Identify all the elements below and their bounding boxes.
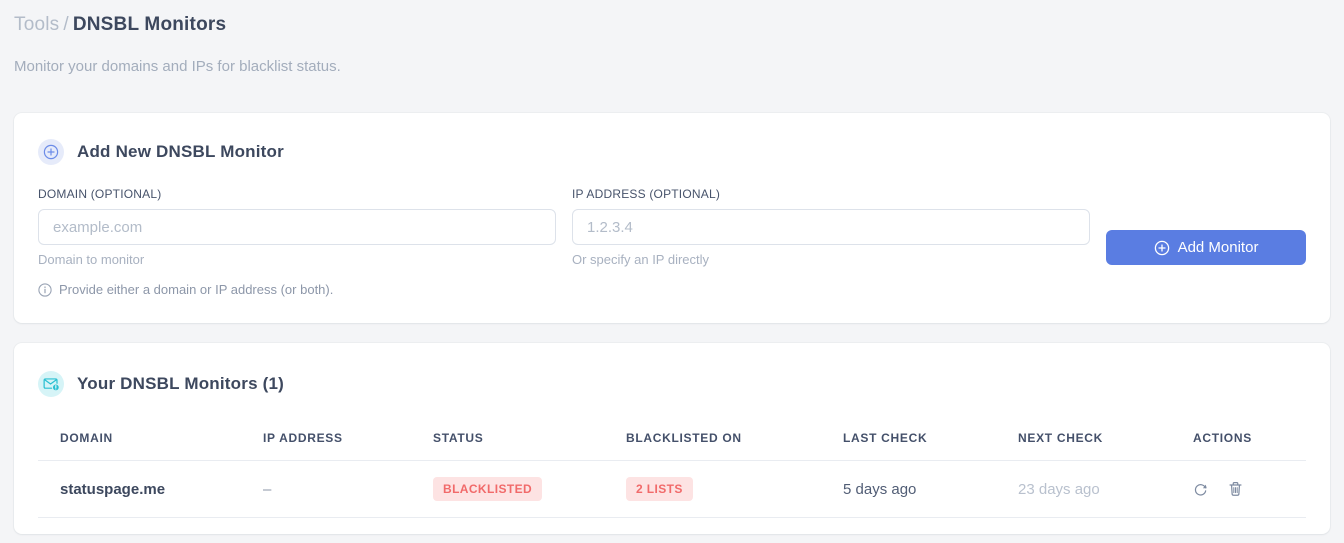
add-monitor-button-label: Add Monitor	[1177, 239, 1259, 256]
form-note-text: Provide either a domain or IP address (o…	[59, 282, 334, 297]
info-icon	[38, 282, 52, 297]
add-monitor-form: DOMAIN (OPTIONAL) Domain to monitor Prov…	[38, 187, 1306, 297]
monitors-title: Your DNSBL Monitors (1)	[77, 374, 285, 393]
status-badge: BLACKLISTED	[433, 477, 543, 501]
monitor-last-check: 5 days ago	[821, 460, 996, 518]
table-header-row: DOMAIN IP ADDRESS STATUS BLACKLISTED ON …	[38, 421, 1306, 461]
ip-field-label: IP ADDRESS (OPTIONAL)	[572, 187, 721, 201]
domain-input[interactable]	[38, 209, 556, 245]
plus-circle-icon	[1154, 240, 1169, 255]
column-header-actions: ACTIONS	[1171, 421, 1306, 461]
breadcrumb-separator: /	[63, 14, 69, 35]
column-header-status: STATUS	[411, 421, 604, 461]
refresh-button[interactable]	[1193, 482, 1208, 497]
monitor-ip: –	[241, 460, 411, 518]
column-header-last-check: LAST CHECK	[821, 421, 996, 461]
monitor-blacklisted-cell: 2 LISTS	[604, 460, 821, 518]
monitor-status-cell: BLACKLISTED	[411, 460, 604, 518]
add-monitor-card-header: Add New DNSBL Monitor	[38, 139, 1306, 165]
monitors-table: DOMAIN IP ADDRESS STATUS BLACKLISTED ON …	[38, 421, 1306, 518]
add-monitor-button[interactable]: Add Monitor	[1106, 230, 1306, 265]
domain-field-label: DOMAIN (OPTIONAL)	[38, 187, 162, 201]
mail-alert-icon	[38, 371, 64, 397]
monitor-domain: statuspage.me	[38, 460, 241, 518]
ip-field-group: IP ADDRESS (OPTIONAL) Or specify an IP d…	[572, 187, 1090, 297]
add-monitor-card: Add New DNSBL Monitor DOMAIN (OPTIONAL) …	[14, 113, 1330, 323]
column-header-next-check: NEXT CHECK	[996, 421, 1171, 461]
table-row: statuspage.me – BLACKLISTED 2 LISTS 5 da…	[38, 460, 1306, 518]
page-subtitle: Monitor your domains and IPs for blackli…	[14, 58, 341, 75]
monitor-next-check: 23 days ago	[996, 460, 1171, 518]
add-monitor-title: Add New DNSBL Monitor	[77, 142, 284, 161]
monitor-actions-cell	[1171, 460, 1306, 518]
trash-icon	[1229, 482, 1242, 496]
blacklisted-count-badge: 2 LISTS	[626, 477, 693, 501]
ip-field-helper: Or specify an IP directly	[572, 252, 710, 267]
column-header-blacklisted-on: BLACKLISTED ON	[604, 421, 821, 461]
breadcrumb: Tools / DNSBL Monitors	[14, 14, 1330, 36]
domain-field-group: DOMAIN (OPTIONAL) Domain to monitor Prov…	[38, 187, 556, 297]
submit-button-column: Add Monitor	[1106, 187, 1306, 297]
form-note: Provide either a domain or IP address (o…	[38, 282, 556, 297]
delete-button[interactable]	[1228, 481, 1243, 497]
page-title: DNSBL Monitors	[72, 14, 227, 35]
breadcrumb-tools-link[interactable]: Tools	[14, 14, 60, 35]
refresh-icon	[1194, 483, 1207, 496]
column-header-ip-address: IP ADDRESS	[241, 421, 411, 461]
plus-circle-icon	[38, 139, 64, 165]
ip-input[interactable]	[572, 209, 1090, 245]
monitors-card: Your DNSBL Monitors (1) DOMAIN IP ADDRES…	[14, 343, 1330, 534]
column-header-domain: DOMAIN	[38, 421, 241, 461]
monitors-card-header: Your DNSBL Monitors (1)	[38, 371, 1306, 397]
domain-field-helper: Domain to monitor	[38, 252, 145, 267]
